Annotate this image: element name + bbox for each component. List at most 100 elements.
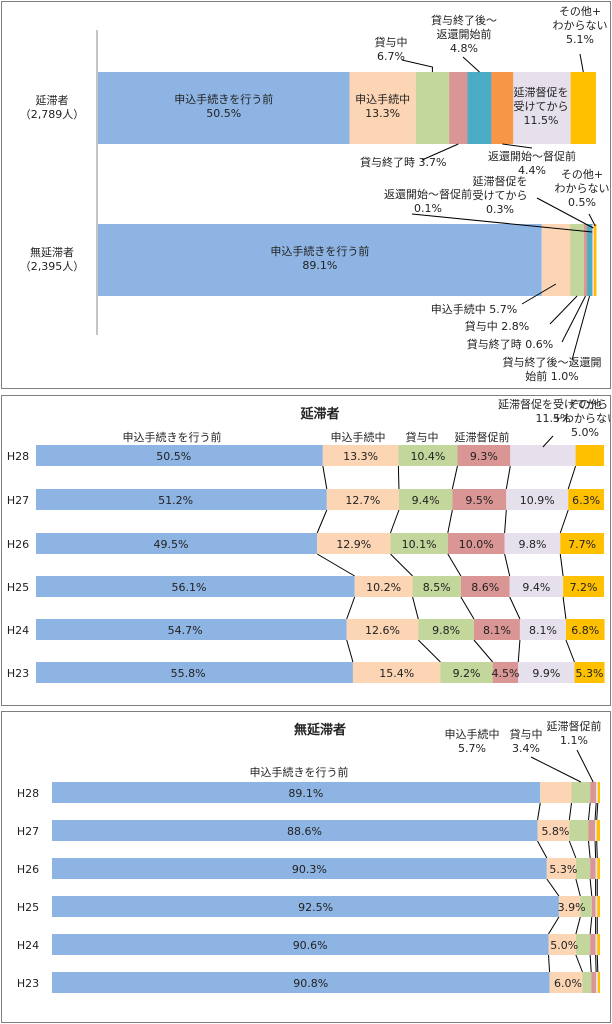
series-label: 貸与中 (406, 430, 439, 444)
connector-line (575, 916, 581, 935)
data-label: 7.2% (570, 581, 598, 594)
bar-segment (398, 445, 458, 466)
connector-line (447, 553, 462, 577)
leader-line (571, 295, 591, 361)
bar-segment (452, 489, 507, 510)
bar-segment (595, 820, 597, 841)
panel-delinquent-trend: 延滞者 H28 H27 H26 H25 H24 H23 50.5% 13.3% 10.4% 9.3… (1, 395, 611, 706)
data-label: 15.4% (379, 667, 414, 680)
data-label: 10.0% (459, 538, 494, 551)
data-label: 49.5% (153, 538, 188, 551)
bar-segment (549, 972, 583, 993)
data-label: 貸与終了後～返還開始前 1.0% (503, 355, 602, 383)
data-label: 8.1% (529, 624, 557, 637)
category-label: H28 (7, 450, 29, 463)
bar-segment (457, 445, 511, 466)
bar-segment (548, 934, 576, 955)
category-label: H24 (17, 939, 39, 952)
data-label: 8.1% (483, 624, 511, 637)
data-label: 8.6% (471, 581, 499, 594)
bar-segment (440, 662, 493, 683)
data-label: 12.9% (336, 538, 371, 551)
data-label: 4.5% (491, 667, 519, 680)
connector-line (316, 509, 328, 534)
series-label: 申込手続中 (331, 430, 386, 444)
bar-segment (317, 533, 391, 554)
leader-line (411, 213, 593, 233)
category-label: H27 (7, 494, 29, 507)
connector-line (587, 802, 591, 821)
bar-segment (36, 489, 327, 510)
data-label: 6.0% (554, 977, 582, 990)
connector-line (537, 840, 548, 859)
bar-segment (597, 972, 600, 993)
bar-segment (595, 858, 598, 879)
data-label: 7.7% (568, 538, 596, 551)
connector-line (447, 509, 453, 534)
bar-segment (592, 224, 595, 296)
connector-line (594, 840, 597, 859)
bar-segment (558, 896, 581, 917)
leader-line (588, 213, 596, 227)
bar-segment (568, 489, 604, 510)
bar-segment (540, 782, 572, 803)
data-label: 貸与中 6.7% (375, 35, 408, 63)
bar-segment (584, 224, 588, 296)
connector-line (505, 465, 511, 490)
bar-segment (596, 972, 598, 993)
bar-segment (595, 896, 598, 917)
data-label: 9.9% (532, 667, 560, 680)
bar-segment (98, 72, 350, 144)
bar-segment (590, 858, 596, 879)
delinquent-trend-chart: 延滞者 H28 H27 H26 H25 H24 H23 50.5% 13.3% 10.4% 9.3… (7, 397, 610, 683)
bar-segment (518, 662, 575, 683)
data-label: 90.3% (292, 863, 327, 876)
bar-segment (575, 445, 604, 466)
connector-line (587, 840, 591, 859)
bar-segment (591, 972, 597, 993)
data-label: 9.5% (465, 494, 493, 507)
connector-line (460, 596, 475, 620)
bar-segment (588, 820, 596, 841)
category-label: H25 (17, 901, 39, 914)
bar-segment (352, 662, 441, 683)
data-label: 申込手続きを行う前 89.1% (270, 244, 369, 272)
series-label: 申込手続きを行う前 (250, 765, 349, 779)
bar-segment (509, 576, 564, 597)
connector-line (568, 840, 577, 859)
leader-line (579, 53, 584, 73)
leader-line (421, 143, 459, 161)
data-label: 返還開始～督促前 4.4% (488, 149, 576, 177)
leader-line (536, 197, 594, 229)
bar-segment (52, 858, 547, 879)
connector-line (575, 878, 581, 897)
connector-line (568, 802, 572, 821)
category-label: H26 (17, 863, 39, 876)
data-label: 90.6% (293, 939, 328, 952)
connector-line (412, 596, 419, 620)
bar-segment (587, 224, 593, 296)
data-label: 延滞督促を受けてから 0.3% (473, 174, 528, 216)
data-label: 返還開始～督促前 0.1% (384, 187, 472, 215)
bar-segment (513, 72, 571, 144)
connector-line (589, 878, 593, 897)
series-label: 貸与中 3.4% (510, 727, 543, 755)
bar-segment (595, 934, 598, 955)
leader-line (462, 56, 480, 73)
bar-segment (570, 224, 585, 296)
series-label: 申込手続中 5.7% (445, 727, 500, 755)
bar-segment (36, 533, 318, 554)
data-label: 88.6% (287, 825, 322, 838)
connector-line (559, 509, 569, 534)
chart-title: 延滞者 (299, 406, 339, 422)
bar-segment (415, 72, 450, 144)
connector-line (504, 553, 511, 577)
bar-segment (596, 782, 598, 803)
bar-segment (541, 224, 571, 296)
bar-segment (354, 576, 413, 597)
bar-segment (590, 782, 597, 803)
bar-segment (597, 896, 600, 917)
data-label: 3.9% (558, 901, 586, 914)
bar-segment (473, 619, 520, 640)
